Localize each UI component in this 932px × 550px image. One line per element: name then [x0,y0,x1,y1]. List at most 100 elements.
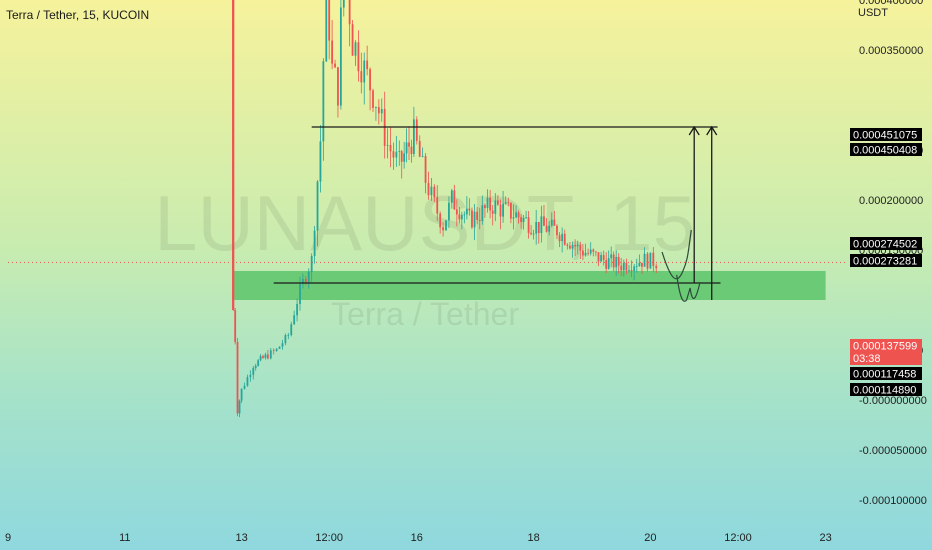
candle-body [530,232,532,235]
candle-body [574,244,577,247]
candle-body [584,252,587,256]
candle-body [296,303,298,316]
candle-body [325,0,328,62]
candle-body [337,67,339,106]
candle-body [262,356,264,358]
candle-body [652,252,655,267]
candle-body [463,214,466,216]
candle-body [592,249,595,252]
candle-body [445,220,447,231]
price-label-bg [850,367,922,380]
x-tick-label: 23 [819,532,831,544]
candle-body [366,60,369,70]
candle-body [548,225,551,232]
chart-title: Terra / Tether, 15, KUCOIN [6,8,149,22]
candle-body [468,208,471,211]
candle-body [527,217,530,233]
candle-body [281,343,284,347]
candle-body [617,256,620,266]
watermark-symbol: LUNAUSDT, 15 [154,179,696,267]
candle-body [357,42,360,72]
price-label-bg [850,383,922,396]
candle-body [339,7,342,106]
candle-body [594,251,597,253]
candle-body [405,142,408,154]
candle-body [638,262,641,266]
candle-body [507,202,510,204]
x-tick-label: 11 [119,532,130,544]
candle-body [299,283,301,304]
candle-body [605,260,608,269]
scenario-curve-2[interactable] [676,274,701,302]
candle-body [354,42,357,56]
candle-body [569,245,571,249]
price-label-text: 0.000114890 [853,385,916,397]
candle-body [236,342,239,414]
candle-body [566,244,569,246]
candle-body [646,253,649,269]
candle-body [628,270,630,271]
candle-body [246,377,249,386]
candle-body [316,181,319,231]
candle-body [545,225,548,232]
candle-body [655,266,658,269]
candle-body [372,90,374,108]
candle-body [649,252,652,269]
x-tick-label: 16 [411,532,423,544]
candle-body [600,255,602,262]
countdown-text: 03:38 [853,353,881,365]
candle-body [369,69,371,91]
candle-body [377,107,380,114]
candle-body [421,155,424,157]
price-label-text: 0.000274502 [853,239,917,251]
projection-arrow-head-1 [688,125,700,136]
candle-body [543,216,545,226]
candle-body [427,182,430,196]
candle-body [641,262,643,267]
candle-body [525,217,527,219]
candle-body [471,210,473,228]
candle-body [512,217,515,219]
candle-body [264,354,267,358]
candle-body [587,252,590,254]
candle-body [238,400,241,414]
price-label-text: 0.000451075 [853,130,917,142]
candle-body [234,310,237,343]
price-label: 0.000273281 [850,254,922,268]
candle-body [287,335,290,336]
candle-body [284,335,287,344]
candle-body [249,374,252,378]
candle-body [532,233,535,235]
candle-body [509,202,512,219]
candle-body [313,230,316,257]
price-label: 0.000117458 [850,367,922,381]
candle-body [307,272,310,283]
candle-body [517,212,520,218]
candle-body [424,155,427,183]
candle-body [625,262,628,271]
candle-body [537,221,540,234]
candle-body [380,108,383,114]
candle-body [553,219,556,226]
watermark-name: Terra / Tether [331,296,519,332]
candle-body [293,315,296,325]
price-label-bg [850,237,922,250]
candle-body [497,200,499,205]
candle-body [302,279,304,284]
candle-body [240,388,243,401]
price-label-text: 0.000450408 [853,145,917,157]
candle-body [259,356,262,361]
x-tick-label: 18 [527,532,539,544]
candle-body [643,253,646,267]
candle-body [278,346,281,349]
candle-body [363,60,366,83]
candle-body [610,254,613,259]
candle-body [563,233,566,245]
candle-body [304,279,307,283]
candle-body [436,197,439,214]
candle-body [348,0,351,25]
candle-body [489,197,492,211]
candle-body [520,217,522,223]
scenario-curve-1[interactable] [661,229,692,280]
